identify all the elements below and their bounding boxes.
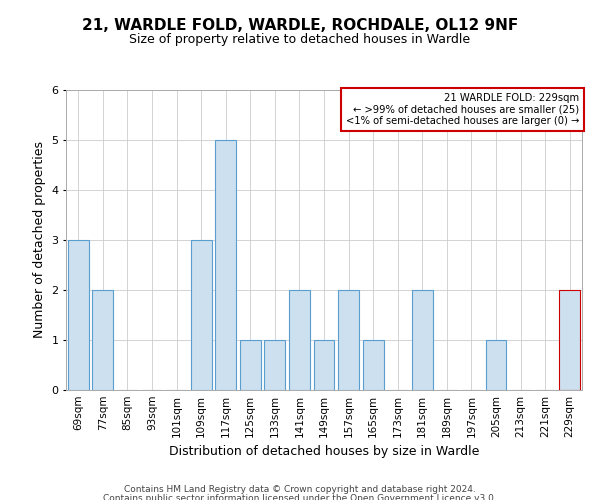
Bar xyxy=(314,340,334,390)
Bar xyxy=(215,140,236,390)
Bar xyxy=(289,290,310,390)
Text: 21 WARDLE FOLD: 229sqm
← >99% of detached houses are smaller (25)
<1% of semi-de: 21 WARDLE FOLD: 229sqm ← >99% of detache… xyxy=(346,93,579,126)
Y-axis label: Number of detached properties: Number of detached properties xyxy=(32,142,46,338)
Bar xyxy=(265,340,286,390)
Text: Contains HM Land Registry data © Crown copyright and database right 2024.: Contains HM Land Registry data © Crown c… xyxy=(124,485,476,494)
Bar xyxy=(92,290,113,390)
Bar xyxy=(68,240,89,390)
Bar xyxy=(412,290,433,390)
Bar xyxy=(191,240,212,390)
Bar xyxy=(338,290,359,390)
Bar xyxy=(485,340,506,390)
Text: Contains public sector information licensed under the Open Government Licence v3: Contains public sector information licen… xyxy=(103,494,497,500)
Bar xyxy=(240,340,261,390)
Text: 21, WARDLE FOLD, WARDLE, ROCHDALE, OL12 9NF: 21, WARDLE FOLD, WARDLE, ROCHDALE, OL12 … xyxy=(82,18,518,32)
Bar xyxy=(362,340,383,390)
X-axis label: Distribution of detached houses by size in Wardle: Distribution of detached houses by size … xyxy=(169,446,479,458)
Bar xyxy=(559,290,580,390)
Text: Size of property relative to detached houses in Wardle: Size of property relative to detached ho… xyxy=(130,32,470,46)
